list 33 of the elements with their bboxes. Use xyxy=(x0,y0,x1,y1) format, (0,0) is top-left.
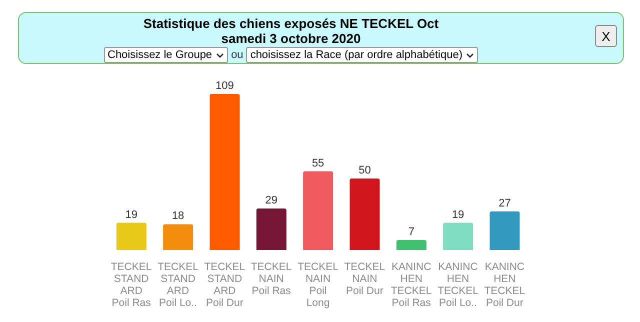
data-label: 50 xyxy=(358,164,371,176)
bar xyxy=(163,224,194,250)
data-label: 19 xyxy=(452,208,464,221)
group-dropdown: Choisissez le Groupe xyxy=(104,47,228,63)
bar xyxy=(350,178,380,250)
x-tick-label: TECKEL NAIN Poil Dur xyxy=(344,261,386,297)
x-tick-label: TECKEL STAND ARD Poil Lo.. xyxy=(158,261,199,309)
bar xyxy=(490,211,520,250)
x-tick-label: TECKEL STAND ARD Poil Dur xyxy=(204,261,246,309)
data-label: 29 xyxy=(265,194,278,206)
x-tick-label: TECKEL STAND ARD Poil Ras xyxy=(110,261,152,309)
data-label: 7 xyxy=(408,226,414,238)
data-label: 18 xyxy=(172,210,184,222)
x-tick-label: KANINC HEN TECKEL Poil Dur xyxy=(484,261,526,309)
data-label: 109 xyxy=(216,80,234,92)
text: ou xyxy=(231,49,244,61)
data-label: 27 xyxy=(498,197,511,210)
bar xyxy=(116,222,146,250)
bar xyxy=(396,240,426,250)
chart-title: Statistique des chiens exposés NE TECKEL Oct xyxy=(143,16,439,31)
x-tick-label: TECKEL NAIN Poil Ras xyxy=(250,261,292,297)
x-tick-label: KANINC HEN TECKEL Poil Lo.. xyxy=(438,261,479,309)
close-button: X xyxy=(595,25,617,47)
bar xyxy=(303,171,334,250)
bar xyxy=(210,94,240,250)
data-label: 55 xyxy=(312,157,324,170)
bar xyxy=(443,222,474,250)
chart-subtitle: samedi 3 octobre 2020 xyxy=(221,31,361,46)
data-label: 19 xyxy=(125,208,138,221)
x-tick-label: KANINC HEN TECKEL Poil Ras xyxy=(390,261,432,309)
x-tick-label: TECKEL NAIN Poil Long xyxy=(298,261,339,309)
breed-dropdown: choisissez la Race (par ordre alphabétique) xyxy=(246,47,478,63)
bar xyxy=(256,208,286,250)
